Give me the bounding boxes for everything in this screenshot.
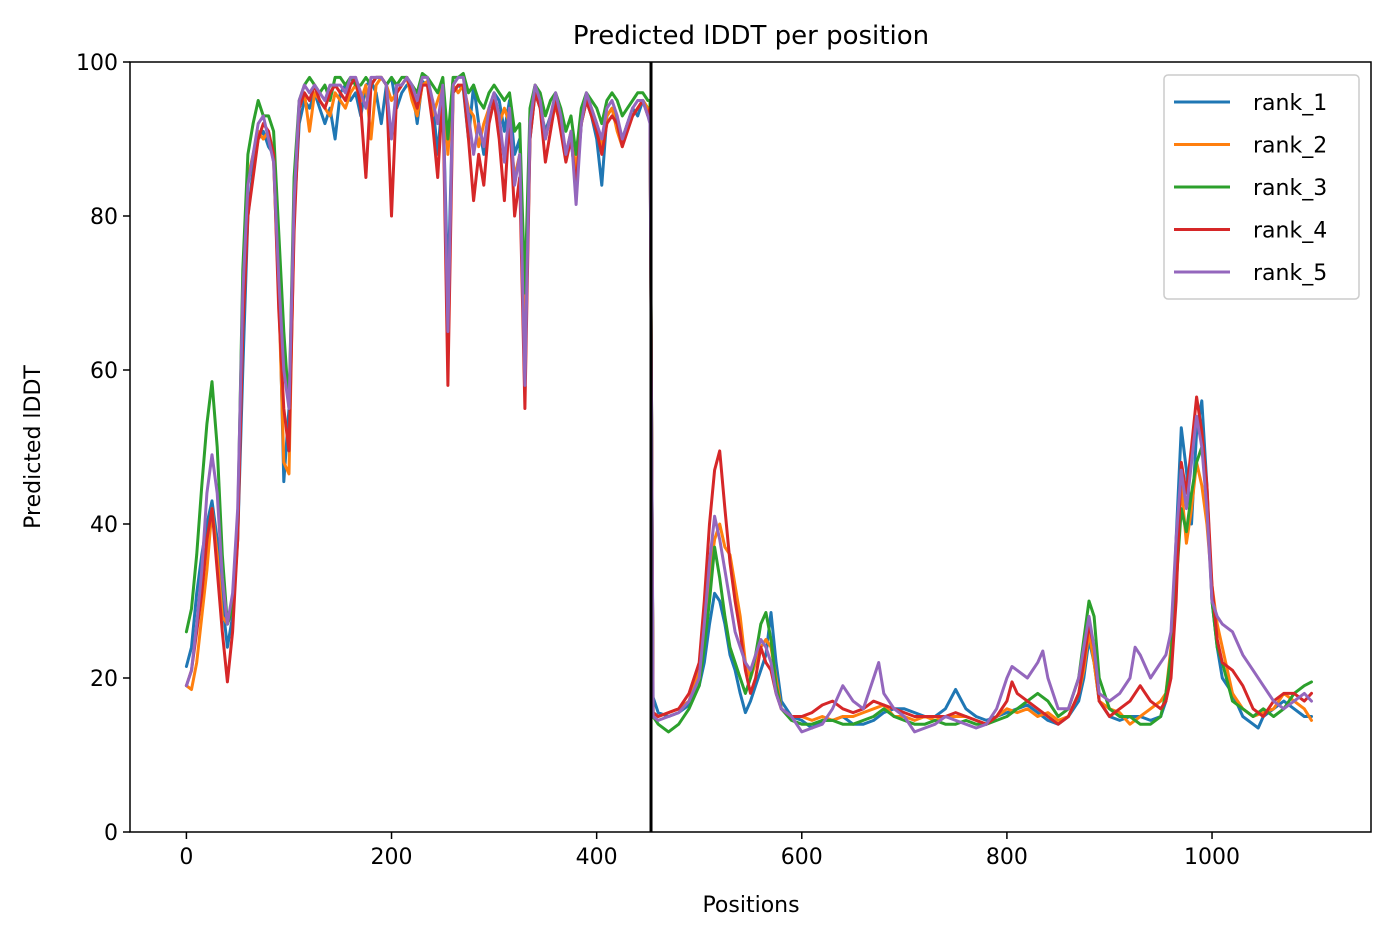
legend-label: rank_5	[1253, 261, 1327, 286]
legend-label: rank_1	[1253, 91, 1327, 116]
x-tick-label: 0	[179, 845, 193, 870]
y-tick-label: 40	[90, 513, 118, 538]
y-tick-label: 0	[104, 821, 118, 846]
x-tick-label: 600	[781, 845, 823, 870]
plot-frame	[129, 61, 1372, 833]
y-tick-label: 100	[76, 51, 118, 76]
y-axis: 0 20 40 60 80 100	[76, 51, 130, 846]
x-axis-label: Positions	[702, 893, 799, 918]
legend-label: rank_3	[1253, 176, 1327, 201]
y-tick-label: 80	[90, 205, 118, 230]
legend-box	[1163, 74, 1360, 300]
legend-label: rank_4	[1253, 219, 1327, 244]
x-tick-label: 800	[986, 845, 1028, 870]
y-tick-label: 20	[90, 667, 118, 692]
x-tick-label: 1000	[1184, 845, 1240, 870]
legend-label: rank_2	[1253, 134, 1327, 159]
x-tick-label: 200	[371, 845, 413, 870]
legend: rank_1 rank_2 rank_3 rank_4 rank_5	[1163, 74, 1360, 300]
series-layer	[184, 72, 1313, 734]
y-axis-label: Predicted lDDT	[21, 365, 46, 529]
series-line-rank_3	[184, 72, 1313, 734]
series-line-rank_5	[184, 75, 1313, 734]
chart-title: Predicted lDDT per position	[573, 21, 929, 51]
x-tick-label: 400	[576, 845, 618, 870]
x-axis: 0 200 400 600 800 1000	[179, 832, 1240, 870]
y-tick-label: 60	[90, 359, 118, 384]
